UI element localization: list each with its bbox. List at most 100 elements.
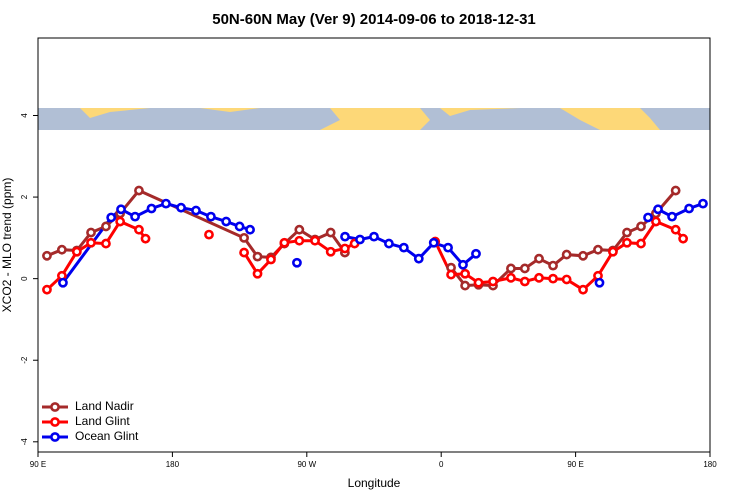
y-tick-label: 2 (20, 194, 29, 199)
data-point (428, 237, 439, 248)
x-tick-label: 90 W (297, 460, 316, 469)
data-point (71, 246, 82, 257)
data-point (310, 235, 320, 246)
data-point (460, 268, 470, 279)
data-point (670, 185, 681, 196)
data-point (460, 280, 470, 291)
data-point (294, 235, 305, 246)
data-point (369, 231, 379, 242)
data-point (384, 238, 394, 249)
data-point (234, 221, 245, 232)
data-point (636, 221, 646, 232)
chart-title: 50N-60N May (Ver 9) 2014-09-06 to 2018-1… (212, 11, 536, 28)
legend-label: Ocean Glint (75, 429, 139, 443)
data-point (636, 238, 646, 249)
data-point (86, 237, 96, 248)
data-point (42, 284, 52, 295)
data-point (325, 246, 336, 257)
legend-marker (50, 432, 60, 442)
data-point (86, 227, 96, 238)
x-tick-label: 180 (703, 460, 717, 469)
data-point (446, 269, 456, 280)
data-point (653, 204, 663, 215)
data-point (204, 229, 214, 240)
data-point (698, 198, 708, 209)
data-point (101, 221, 111, 232)
data-point (578, 250, 588, 261)
data-point (325, 227, 336, 238)
data-point (245, 224, 255, 235)
data-point (252, 251, 263, 262)
data-point (161, 198, 171, 209)
data-point (252, 268, 263, 279)
data-point (116, 204, 126, 215)
legend-marker (50, 417, 60, 427)
data-point (548, 260, 558, 271)
data-point (561, 274, 572, 285)
map-band (38, 108, 710, 130)
data-point (191, 205, 201, 216)
data-point (206, 211, 216, 222)
data-point (594, 277, 605, 288)
data-point (684, 203, 694, 214)
data-point (115, 216, 126, 227)
data-point (58, 277, 68, 288)
data-point (548, 273, 558, 284)
data-point (130, 211, 140, 222)
data-point (355, 234, 365, 245)
data-point (176, 202, 186, 213)
legend-label: Land Nadir (75, 399, 134, 413)
x-tick-label: 0 (439, 460, 444, 469)
map-shape (640, 108, 710, 130)
data-point (561, 249, 572, 260)
legend-label: Land Glint (75, 414, 130, 428)
data-point (239, 232, 249, 243)
data-point (670, 224, 681, 235)
data-point (146, 203, 157, 214)
data-point (134, 185, 144, 196)
data-point (622, 227, 632, 238)
data-point (279, 237, 290, 248)
y-tick-label: 4 (20, 113, 29, 118)
data-point (519, 263, 530, 274)
map-shape (38, 108, 340, 130)
data-point (221, 216, 232, 227)
x-tick-label: 90 E (30, 460, 46, 469)
x-tick-label: 180 (166, 460, 180, 469)
data-point (578, 284, 588, 295)
x-tick-label: 90 E (567, 460, 583, 469)
data-point (678, 233, 689, 244)
data-point (42, 250, 52, 261)
data-point (140, 233, 151, 244)
data-point (294, 224, 305, 235)
data-point (443, 242, 453, 253)
data-point (398, 242, 409, 253)
data-point (534, 272, 544, 283)
data-point (471, 248, 481, 259)
map-shape (420, 108, 600, 130)
data-point (458, 259, 468, 270)
data-point (106, 212, 117, 223)
data-point (643, 212, 653, 223)
data-point (266, 254, 276, 265)
data-point (473, 277, 484, 288)
data-point (292, 257, 302, 268)
data-point (413, 253, 424, 264)
data-point (506, 272, 516, 283)
x-axis-label: Longitude (348, 476, 401, 490)
data-point (56, 244, 67, 255)
data-point (667, 211, 677, 222)
data-point (622, 237, 632, 248)
legend-marker (50, 402, 60, 412)
plot-frame (37, 37, 711, 453)
y-axis-label: XCO2 - MLO trend (ppm) (0, 178, 14, 313)
data-point (534, 253, 544, 264)
data-point (608, 246, 618, 257)
y-tick-label: 0 (20, 276, 29, 281)
data-point (651, 216, 661, 227)
y-tick-label: -2 (20, 356, 29, 364)
data-point (593, 244, 603, 255)
